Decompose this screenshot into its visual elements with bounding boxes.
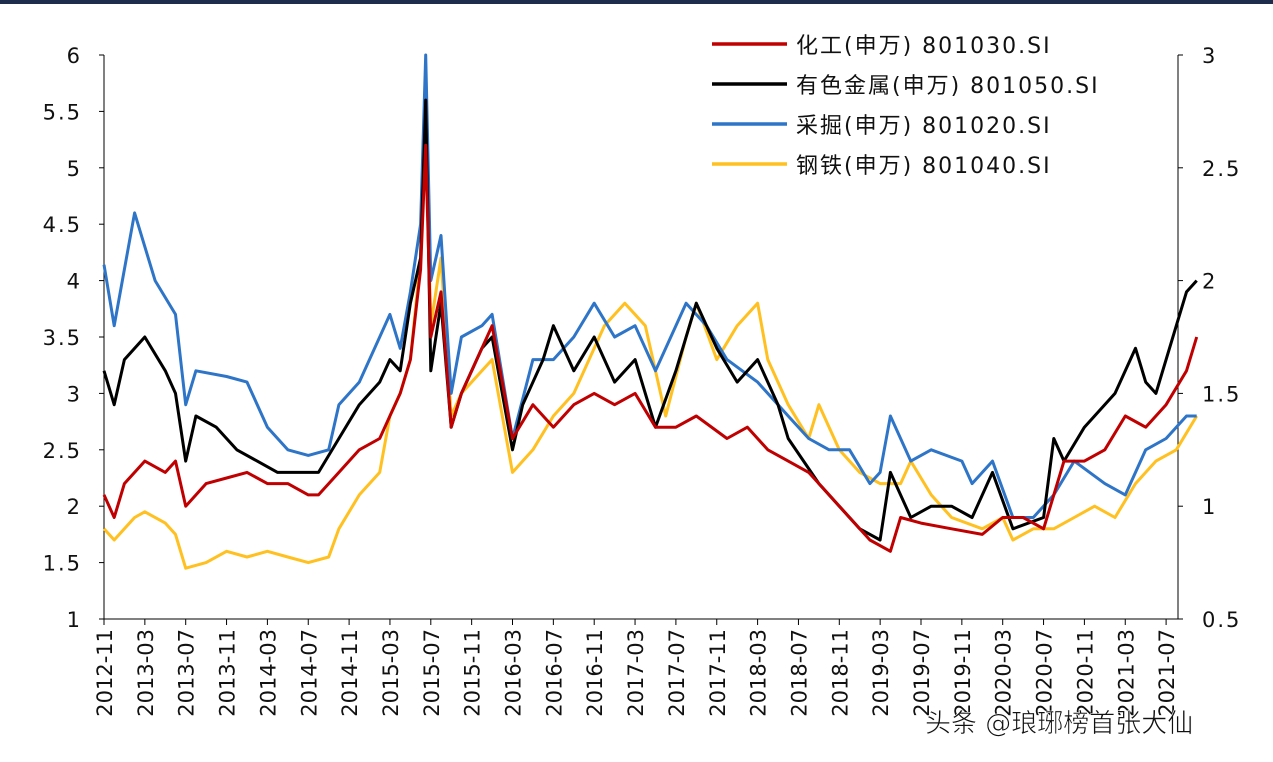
x-tick-label: 2015-03: [379, 629, 403, 717]
x-tick-label: 2016-11: [583, 629, 607, 717]
top-border: [0, 0, 1273, 4]
x-tick-label: 2019-03: [869, 629, 893, 717]
x-tick-label: 2018-11: [828, 629, 852, 717]
series-line: [102, 53, 1197, 519]
x-tick-label: 2012-11: [93, 629, 117, 717]
left-tick-label: 5: [67, 157, 82, 181]
x-tick-label: 2014-07: [297, 629, 321, 717]
left-tick-label: 4: [67, 270, 82, 294]
left-tick-label: 4.5: [43, 213, 82, 237]
x-tick-label: 2013-11: [216, 629, 240, 717]
x-tick-label: 2020-03: [992, 629, 1016, 717]
x-tick-label: 2013-03: [134, 629, 158, 717]
x-tick-label: 2017-03: [624, 629, 648, 717]
x-tick-label: 2021-03: [1114, 629, 1138, 717]
right-tick-label: 0.5: [1202, 608, 1241, 632]
right-tick-label: 3: [1202, 44, 1217, 68]
x-tick-label: 2016-03: [502, 629, 526, 717]
x-tick-label: 2017-11: [706, 629, 730, 717]
left-tick-label: 2: [67, 495, 82, 519]
series-line: [102, 121, 1198, 570]
right-tick-label: 1.5: [1202, 382, 1241, 406]
left-tick-label: 1.5: [43, 552, 82, 576]
x-tick-label: 2014-03: [256, 629, 280, 717]
legend-label: 有色金属(申万) 801050.SI: [796, 74, 1100, 99]
x-tick-label: 2018-03: [747, 629, 771, 717]
left-tick-label: 3.5: [43, 326, 82, 350]
x-tick-label: 2019-11: [951, 629, 975, 717]
x-tick-label: 2018-07: [787, 629, 811, 717]
x-tick-label: 2013-07: [175, 629, 199, 717]
x-tick-label: 2015-07: [420, 629, 444, 717]
x-tick-label: 2020-07: [1033, 629, 1057, 717]
left-tick-label: 3: [67, 382, 82, 406]
left-tick-label: 5.5: [43, 100, 82, 124]
legend-label: 采掘(申万) 801020.SI: [796, 114, 1052, 139]
series-line: [102, 143, 1199, 553]
right-tick-label: 2.5: [1202, 157, 1241, 181]
x-tick-label: 2016-07: [542, 629, 566, 717]
x-tick-label: 2021-07: [1155, 629, 1179, 717]
x-tick-label: 2020-11: [1073, 629, 1097, 717]
x-tick-label: 2017-07: [665, 629, 689, 717]
right-tick-label: 2: [1202, 270, 1217, 294]
x-tick-label: 2014-11: [338, 629, 362, 717]
left-tick-label: 1: [67, 608, 82, 632]
right-tick-label: 1: [1202, 495, 1217, 519]
legend-label: 化工(申万) 801030.SI: [796, 34, 1052, 59]
x-tick-label: 2019-07: [910, 629, 934, 717]
series-line: [102, 98, 1198, 542]
legend-label: 钢铁(申万) 801040.SI: [796, 154, 1052, 179]
left-tick-label: 6: [67, 44, 82, 68]
left-tick-label: 2.5: [43, 439, 82, 463]
x-tick-label: 2015-11: [461, 629, 485, 717]
